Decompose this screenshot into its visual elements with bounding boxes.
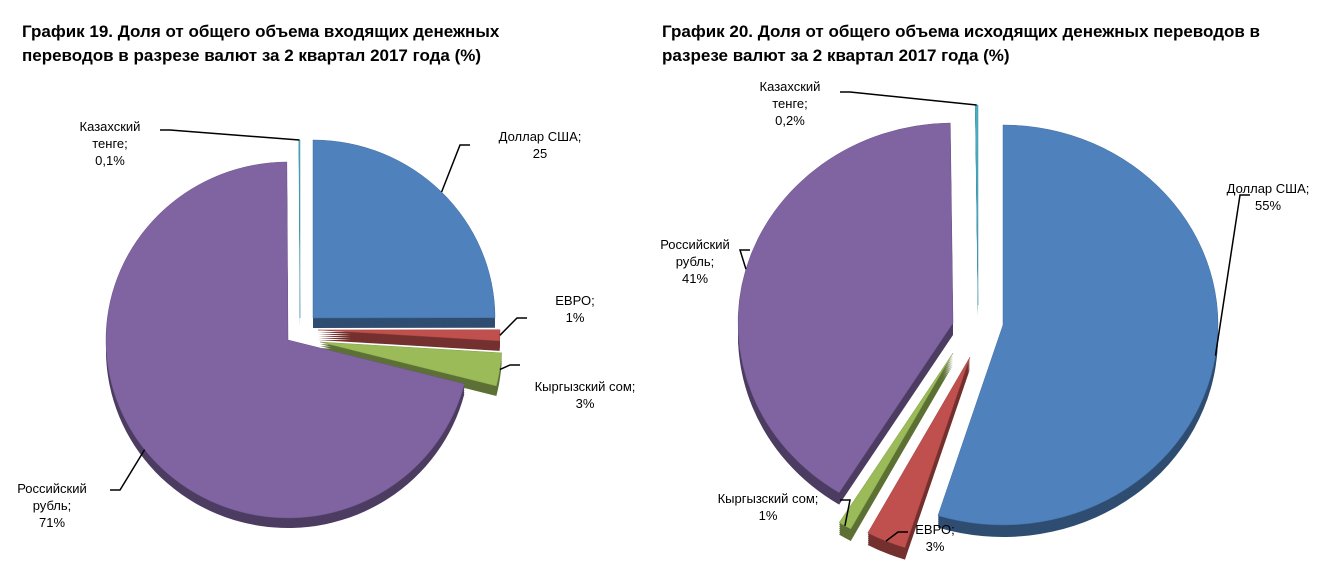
value-label: 1%	[758, 508, 778, 523]
leader-line	[840, 91, 977, 106]
data-label: Казахский тенге; 0,2%	[740, 78, 840, 129]
chart-title: График 19. Доля от общего объема входящи…	[22, 20, 582, 68]
leader-line	[440, 144, 470, 193]
value-label: 25	[532, 146, 548, 161]
data-label: Российский рубль; 41%	[645, 236, 745, 287]
pie-slice	[838, 352, 954, 530]
category-name: ЕВРО;	[915, 522, 955, 537]
data-label: Кыргызский сом; 3%	[530, 378, 640, 412]
leader-line	[499, 364, 520, 371]
chart-title: График 20. Доля от общего объема исходящ…	[662, 20, 1262, 68]
pie-slice	[312, 139, 496, 319]
leader-line	[160, 129, 300, 141]
value-label: 3%	[925, 539, 945, 554]
category-name: Казахский тенге;	[759, 79, 821, 111]
title-text: График 19. Доля от общего объема входящи…	[22, 22, 500, 65]
value-label: 71%	[38, 515, 66, 530]
pie-slice	[737, 122, 954, 493]
data-label: Доллар США; 25	[480, 128, 600, 162]
pie-slice	[975, 104, 979, 306]
leader-line	[110, 449, 146, 491]
pie-slice	[105, 161, 465, 519]
pie-slice	[317, 329, 501, 342]
category-name: Казахский тенге;	[79, 119, 141, 151]
value-label: 0,1%	[95, 153, 125, 168]
data-label: Кыргызский сом; 1%	[713, 490, 823, 524]
value-label: 1%	[565, 310, 585, 325]
pie-slice	[937, 124, 1219, 526]
data-label: Доллар США; 55%	[1213, 180, 1320, 214]
value-label: 0,2%	[775, 113, 805, 128]
title-text: График 20. Доля от общего объема исходящ…	[662, 22, 1260, 65]
category-name: Кыргызский сом;	[717, 491, 819, 506]
data-label: ЕВРО; 3%	[900, 521, 970, 555]
leader-line	[1214, 194, 1250, 356]
data-label: Казахский тенге; 0,1%	[60, 118, 160, 169]
category-name: Российский рубль;	[17, 481, 87, 513]
leader-line	[499, 317, 527, 336]
value-label: 3%	[575, 396, 595, 411]
data-label: ЕВРО; 1%	[545, 292, 605, 326]
category-name: Кыргызский сом;	[534, 379, 636, 394]
value-label: 55%	[1254, 198, 1282, 213]
pie-slice	[298, 139, 301, 319]
pie-slice	[867, 356, 971, 548]
category-name: Доллар США;	[1226, 181, 1310, 196]
category-name: Доллар США;	[498, 129, 582, 144]
leader-line	[738, 249, 750, 270]
value-label: 41%	[681, 271, 709, 286]
category-name: ЕВРО;	[555, 293, 595, 308]
data-label: Российский рубль; 71%	[7, 480, 97, 531]
leader-line	[885, 531, 908, 542]
pie-slice	[319, 341, 502, 387]
category-name: Российский рубль;	[660, 237, 730, 269]
leader-line	[840, 499, 851, 527]
